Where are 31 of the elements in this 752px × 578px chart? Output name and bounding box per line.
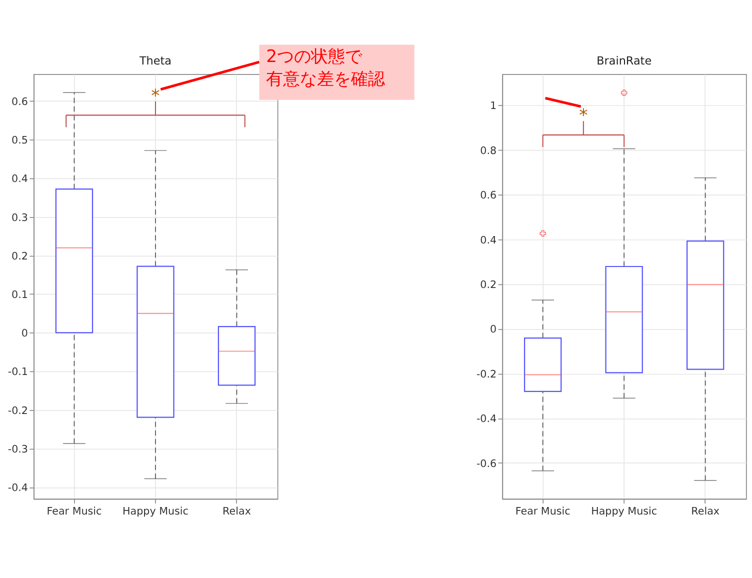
annotation: *: [579, 106, 588, 126]
y-tick-label: 0.6: [480, 190, 497, 202]
x-tick-label: Happy Music: [591, 506, 658, 518]
x-tick-label: Fear Music: [515, 506, 571, 518]
y-tick-label: -0.2: [8, 404, 28, 417]
y-tick-label: 0: [490, 324, 497, 336]
chart-title: Theta: [138, 54, 172, 68]
y-tick-label: 0.2: [480, 279, 497, 292]
y-tick-label: 0.1: [12, 288, 28, 301]
y-tick-label: 0.3: [12, 212, 28, 224]
y-tick-label: -0.1: [8, 366, 28, 378]
y-tick-label: 0.5: [12, 134, 28, 147]
x-tick-label: Happy Music: [122, 506, 189, 518]
x-tick-label: Fear Music: [46, 506, 102, 518]
chart-title: BrainRate: [596, 54, 652, 68]
annotation: *: [151, 86, 160, 106]
x-tick-label: Relax: [691, 506, 720, 518]
x-tick-label: Relax: [222, 506, 251, 518]
y-tick-label: 0.2: [12, 250, 28, 262]
y-tick-label: -0.3: [8, 443, 28, 456]
y-tick-label: 0.8: [480, 144, 497, 157]
y-tick-label: 0.4: [12, 173, 28, 186]
y-tick-label: 0.4: [480, 234, 497, 246]
y-tick-label: -0.4: [8, 482, 28, 494]
y-tick-label: -0.6: [476, 458, 497, 470]
y-tick-label: 0: [21, 328, 28, 340]
y-tick-label: 1: [490, 100, 497, 112]
y-tick-label: -0.2: [476, 368, 497, 380]
annotation: 2つの状態で有意な差を確認: [266, 46, 386, 90]
y-tick-label: -0.4: [476, 413, 497, 426]
y-tick-label: 0.6: [12, 96, 28, 108]
